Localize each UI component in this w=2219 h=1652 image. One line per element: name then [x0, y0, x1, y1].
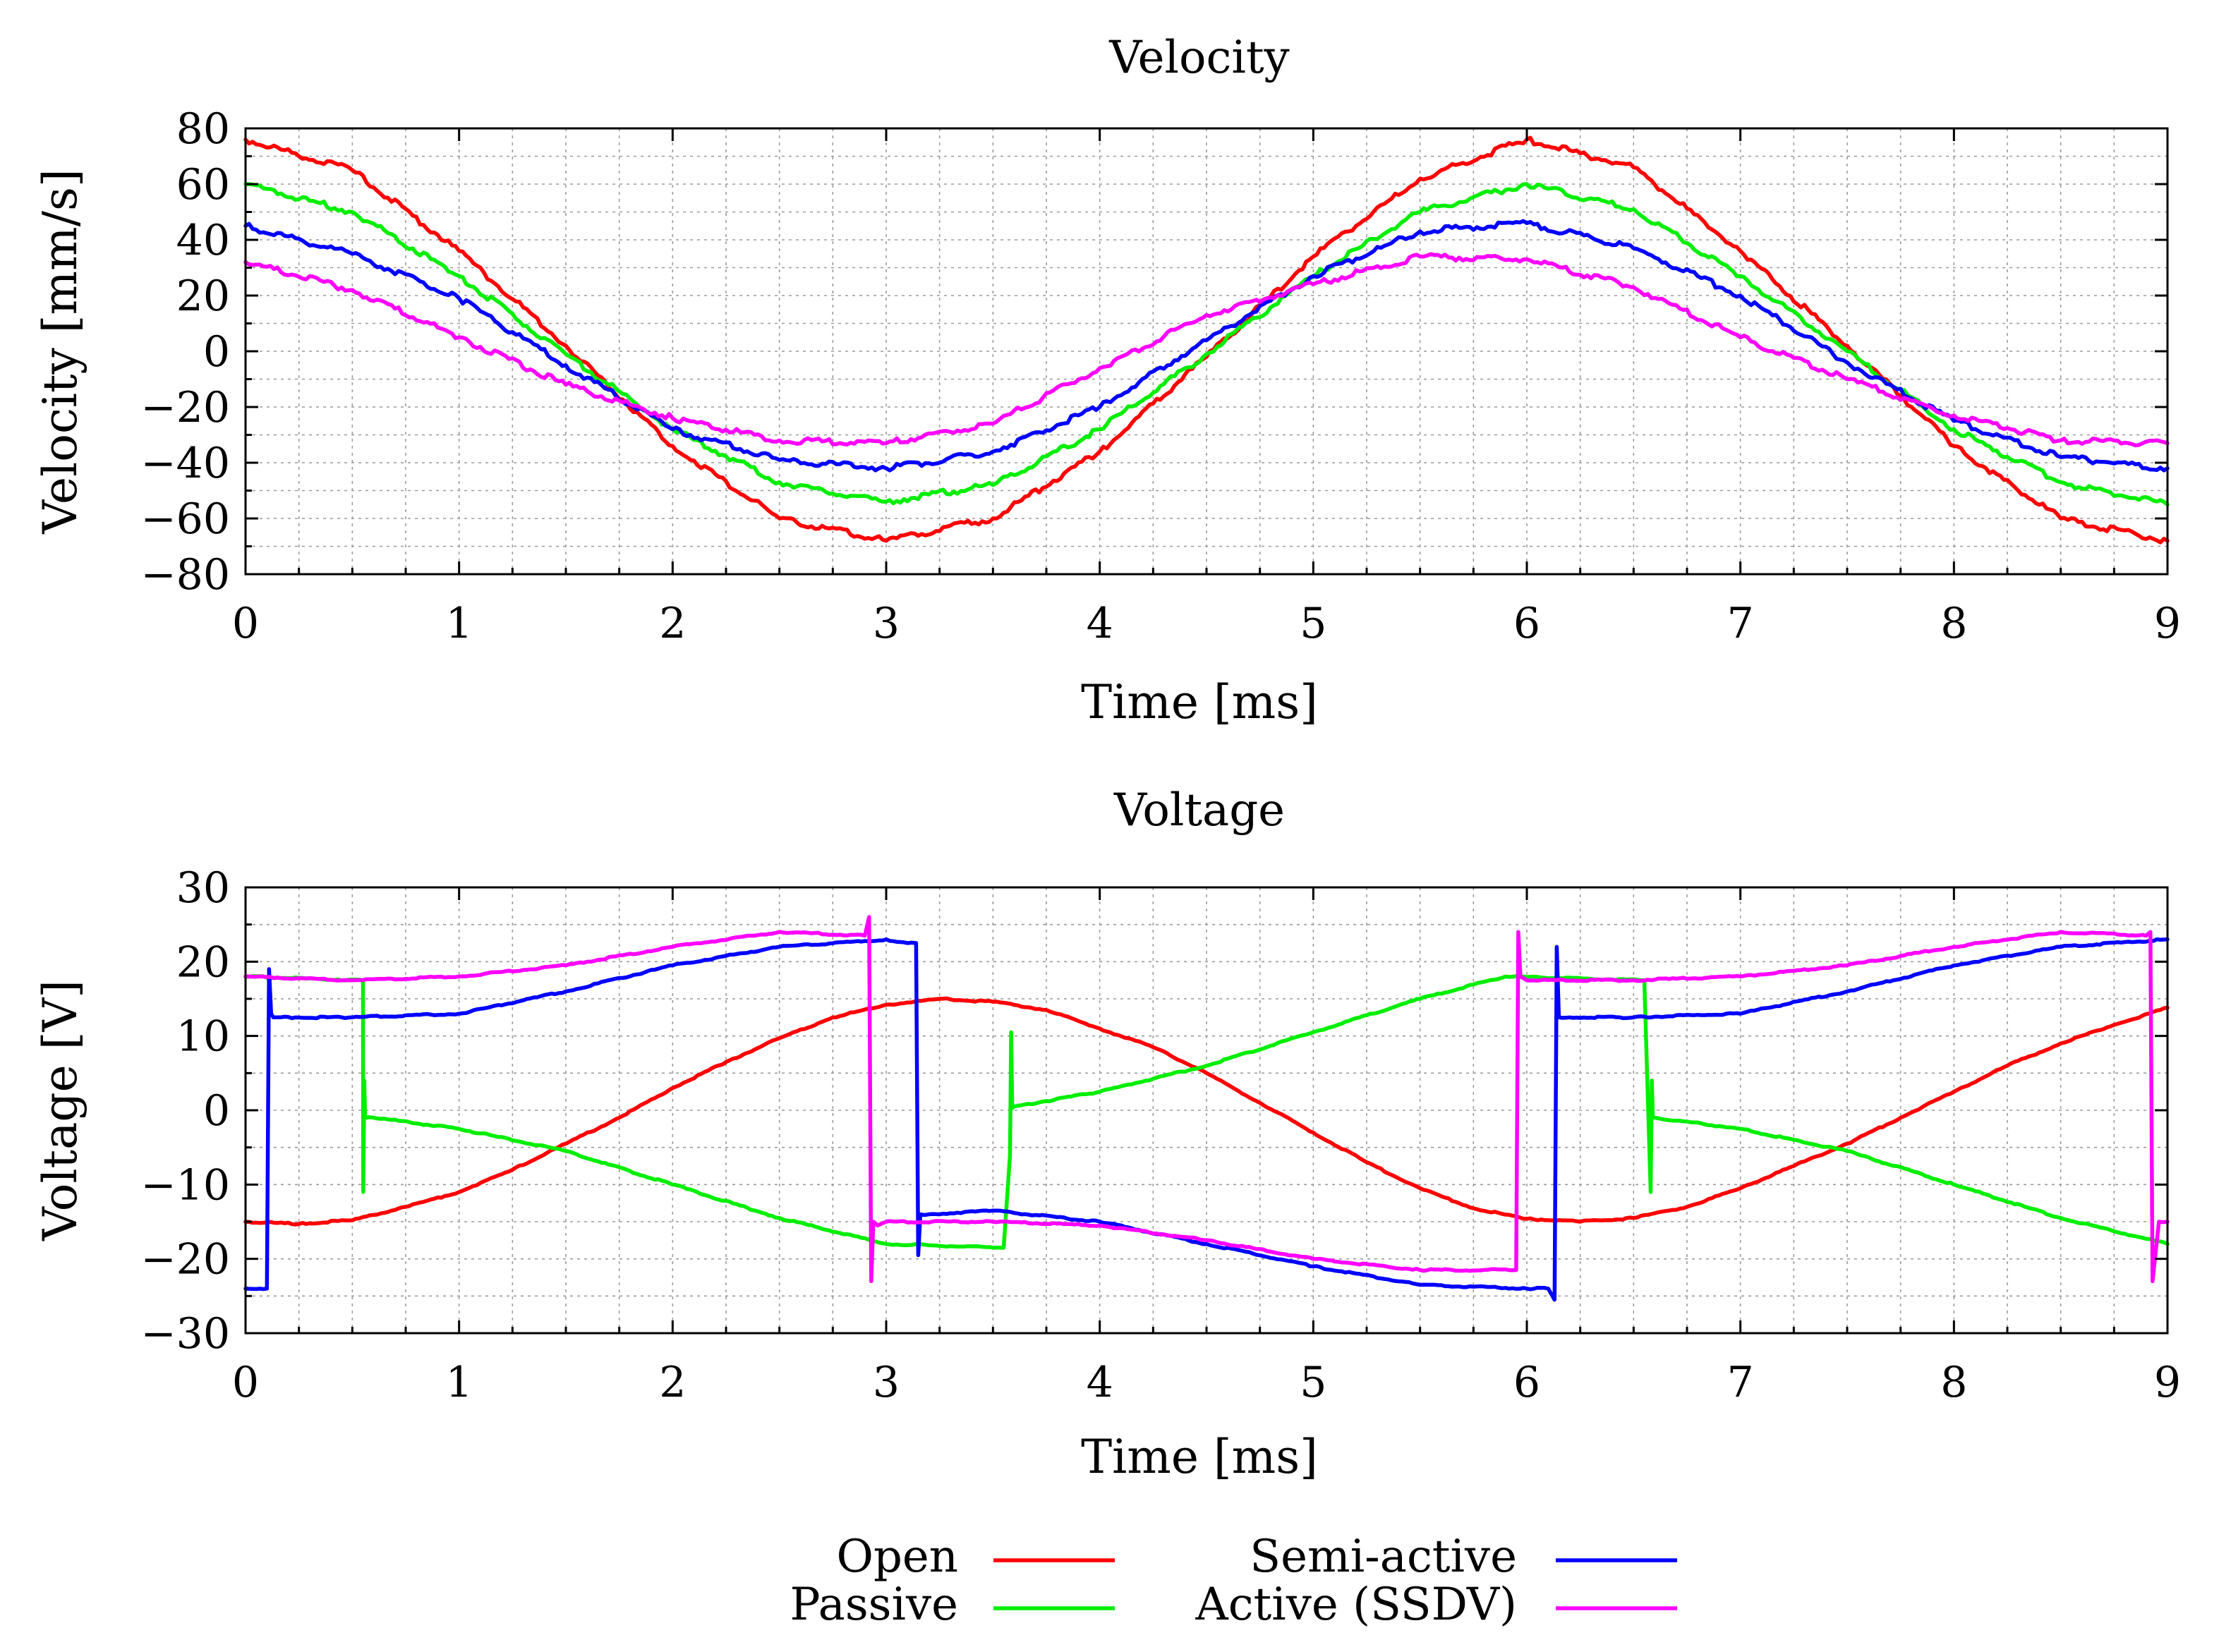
- legend-label-passive: Passive: [790, 1579, 958, 1631]
- x-tick-label: 5: [1300, 1358, 1326, 1407]
- velocity-ylabel: Velocity [mm/s]: [33, 169, 87, 534]
- velocity-plot: Velocity 0 1 2 3 4 5 6 7 8 9 80 60 40 20 0 −20 −40 −60 −80…: [33, 32, 2181, 729]
- y-tick-label: 0: [203, 1086, 230, 1136]
- x-tick-label: 6: [1513, 1358, 1540, 1407]
- series-active-ssdv: [243, 252, 2170, 448]
- y-tick-label: −20: [140, 383, 230, 432]
- x-tick-label: 1: [446, 1358, 473, 1407]
- x-tick-label: 7: [1727, 1358, 1754, 1407]
- x-tick-label: 0: [232, 1358, 259, 1407]
- y-tick-label: −30: [140, 1309, 230, 1359]
- x-tick-label: 9: [2154, 1358, 2181, 1407]
- velocity-title: Velocity: [1108, 32, 1289, 84]
- y-tick-label: −80: [140, 550, 230, 600]
- y-tick-label: −60: [140, 494, 230, 544]
- y-tick-label: 20: [176, 937, 230, 987]
- x-tick-label: 8: [1940, 599, 1967, 648]
- y-tick-label: −40: [140, 439, 230, 488]
- voltage-xlabel: Time [ms]: [1081, 1430, 1318, 1484]
- velocity-xlabel: Time [ms]: [1081, 675, 1318, 729]
- x-tick-label: 2: [659, 599, 686, 648]
- x-tick-label: 6: [1513, 599, 1540, 648]
- x-tick-label: 7: [1727, 599, 1754, 648]
- x-tick-label: 2: [659, 1358, 686, 1407]
- legend: Open Passive Semi-active Active (SSDV): [790, 1531, 1677, 1631]
- series-open: [243, 996, 2170, 1227]
- series-semi-active: [243, 937, 2170, 1302]
- y-tick-label: 20: [176, 272, 230, 321]
- x-tick-label: 3: [873, 599, 900, 648]
- y-tick-label: 60: [176, 160, 230, 209]
- voltage-title: Voltage: [1113, 784, 1285, 837]
- y-tick-label: 0: [203, 327, 230, 377]
- voltage-plot: Voltage 0 1 2 3 4 5 6 7 8 9 30 20 10 0 −10 −20 −30 Time …: [33, 784, 2181, 1484]
- x-tick-label: 1: [446, 599, 473, 648]
- y-tick-label: 10: [176, 1012, 230, 1062]
- y-tick-label: 30: [176, 863, 230, 913]
- series-passive: [243, 182, 2170, 507]
- x-tick-label: 4: [1087, 1358, 1113, 1407]
- legend-label-semi-active: Semi-active: [1250, 1531, 1517, 1583]
- x-tick-label: 4: [1087, 599, 1113, 648]
- x-tick-label: 0: [232, 599, 259, 648]
- x-tick-label: 9: [2154, 599, 2181, 648]
- x-tick-label: 3: [873, 1358, 900, 1407]
- x-tick-label: 8: [1940, 1358, 1967, 1407]
- y-tick-label: 40: [176, 216, 230, 265]
- series-semi-active: [243, 219, 2170, 473]
- series-open: [243, 135, 2170, 545]
- y-tick-label: −20: [140, 1235, 230, 1284]
- x-tick-label: 5: [1300, 599, 1326, 648]
- legend-label-active-ssdv: Active (SSDV): [1195, 1579, 1517, 1631]
- y-tick-label: 80: [176, 104, 230, 154]
- y-tick-label: −10: [140, 1160, 230, 1210]
- voltage-ylabel: Voltage [V]: [33, 980, 87, 1241]
- series-passive: [243, 974, 2170, 1250]
- series-active-ssdv: [243, 915, 2170, 1284]
- legend-label-open: Open: [836, 1531, 958, 1583]
